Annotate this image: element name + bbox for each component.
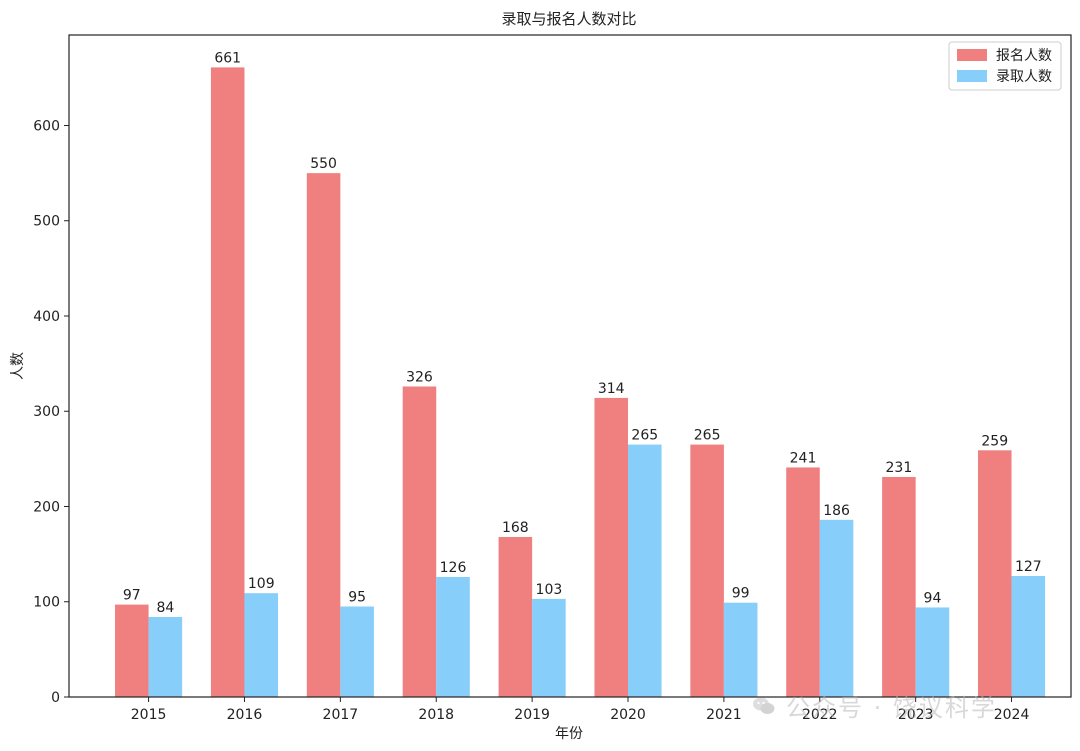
chart-title: 录取与报名人数对比 <box>501 10 636 28</box>
data-labels-layer: 97 84 661 109 550 95 326 126 168 103 314 265 265 99 24… <box>123 50 1042 616</box>
data-label-registrations-2018: 326 <box>406 369 433 385</box>
watermark-text: 公众号 · 饶议科学 <box>786 694 997 722</box>
y-tick-label: 0 <box>51 690 60 706</box>
bar-registrations-2021 <box>690 444 724 697</box>
bars-layer <box>115 67 1046 697</box>
x-tick-label: 2021 <box>706 707 742 723</box>
bar-admissions-2018 <box>436 576 470 697</box>
data-label-admissions-2015: 84 <box>156 600 174 616</box>
data-label-registrations-2015: 97 <box>123 588 141 604</box>
x-axis-label: 年份 <box>555 726 583 742</box>
bar-registrations-2023 <box>882 476 916 697</box>
x-tick-label: 2024 <box>994 707 1030 723</box>
bar-admissions-2017 <box>340 606 374 697</box>
x-tick-label: 2019 <box>514 707 550 723</box>
bar-admissions-2023 <box>915 607 950 697</box>
data-label-admissions-2020: 265 <box>631 428 658 444</box>
y-axis-label: 人数 <box>10 352 26 380</box>
x-tick-label: 2022 <box>802 707 838 723</box>
data-label-registrations-2016: 661 <box>214 50 241 66</box>
x-tick-label: 2016 <box>227 707 263 723</box>
data-label-admissions-2016: 109 <box>248 576 275 592</box>
bar-admissions-2015 <box>148 616 183 697</box>
bar-registrations-2020 <box>594 397 629 697</box>
axes-layer: 2015 2016 2017 2018 2019 2020 2021 2022 2023 2024… <box>33 34 1072 723</box>
bar-admissions-2022 <box>819 519 854 697</box>
wechat-icon <box>753 697 775 714</box>
y-tick-label: 400 <box>33 309 60 325</box>
bar-admissions-2021 <box>723 602 758 697</box>
legend: 报名人数 录取人数 <box>948 41 1062 91</box>
plot-frame <box>68 34 1072 698</box>
y-tick-label: 200 <box>33 499 60 515</box>
bar-registrations-2019 <box>498 536 533 697</box>
x-tick-label: 2017 <box>323 707 359 723</box>
bar-admissions-2016 <box>244 593 279 697</box>
data-label-admissions-2019: 103 <box>536 582 563 598</box>
data-label-admissions-2017: 95 <box>348 590 366 606</box>
data-label-registrations-2023: 231 <box>886 460 913 476</box>
data-label-admissions-2022: 186 <box>823 503 850 519</box>
bar-registrations-2016 <box>210 67 245 697</box>
data-label-registrations-2017: 550 <box>310 156 337 172</box>
watermark: 公众号 · 饶议科学 <box>752 688 997 723</box>
bar-registrations-2015 <box>115 604 149 697</box>
bar-registrations-2017 <box>306 173 341 697</box>
bar-admissions-2024 <box>1011 576 1046 697</box>
data-label-admissions-2023: 94 <box>924 590 942 606</box>
y-tick-label: 600 <box>33 118 60 134</box>
data-label-admissions-2024: 127 <box>1015 559 1042 575</box>
x-tick-label: 2015 <box>131 707 167 723</box>
y-tick-label: 100 <box>33 595 60 611</box>
x-tick-label: 2023 <box>898 707 934 723</box>
bar-registrations-2024 <box>977 450 1012 697</box>
y-tick-label: 500 <box>33 214 60 230</box>
data-label-admissions-2018: 126 <box>440 560 467 576</box>
legend-label-admissions: 录取人数 <box>996 69 1052 85</box>
legend-label-registrations: 报名人数 <box>996 48 1052 64</box>
bar-admissions-2020 <box>628 444 662 697</box>
data-label-registrations-2024: 259 <box>981 433 1008 449</box>
bar-admissions-2019 <box>532 598 566 697</box>
data-label-registrations-2019: 168 <box>502 520 529 536</box>
bar-registrations-2018 <box>402 386 437 697</box>
data-label-registrations-2021: 265 <box>694 428 721 444</box>
legend-swatch-admissions <box>957 70 987 82</box>
legend-swatch-registrations <box>957 49 987 61</box>
data-label-registrations-2022: 241 <box>790 450 817 466</box>
bar-registrations-2022 <box>786 467 820 697</box>
x-tick-label: 2020 <box>610 707 646 723</box>
x-tick-label: 2018 <box>418 707 454 723</box>
y-tick-label: 300 <box>33 404 60 420</box>
data-label-admissions-2021: 99 <box>732 586 750 602</box>
data-label-registrations-2020: 314 <box>598 381 625 397</box>
